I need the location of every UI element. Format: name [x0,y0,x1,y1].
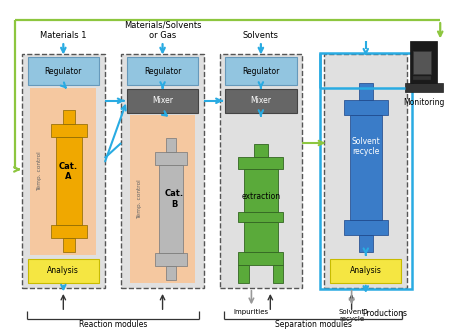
Bar [413,76,431,80]
Bar [358,235,373,252]
Text: extraction: extraction [241,192,281,201]
Bar [219,54,302,288]
Text: Mixer: Mixer [152,96,173,105]
Text: Analysis: Analysis [47,266,79,275]
Bar [244,169,278,212]
Bar [63,238,75,252]
Bar [127,89,198,113]
Text: Solvents: Solvents [243,31,279,40]
Bar [358,83,373,100]
Bar [254,144,268,157]
Text: Monitoring: Monitoring [403,98,444,107]
Bar [30,88,96,256]
Bar [324,54,407,288]
Bar [51,225,87,238]
Bar [238,212,283,222]
Bar [238,264,249,283]
Bar [413,51,431,74]
Bar [22,54,105,288]
Bar [166,265,176,280]
Bar [344,100,388,115]
Bar [244,222,278,252]
Text: Materials 1: Materials 1 [40,31,87,40]
Bar [273,264,283,283]
Bar [127,58,198,85]
Bar [319,53,412,289]
Text: Regulator: Regulator [242,67,280,76]
Text: Cat.
A: Cat. A [58,162,78,181]
Bar [330,259,401,283]
Bar [166,138,176,152]
Text: Mixer: Mixer [250,96,272,105]
Bar [350,115,382,220]
Text: Regulator: Regulator [144,67,181,76]
Text: Separation modules: Separation modules [275,320,352,329]
Bar [405,83,443,92]
Bar [225,89,297,113]
Bar [155,253,187,265]
Bar [238,252,283,264]
Text: Analysis: Analysis [350,266,382,275]
Bar [121,54,204,288]
Bar [130,115,195,283]
Bar [238,157,283,169]
Bar [225,58,297,85]
Bar [344,220,388,235]
Text: Solvent
recycle: Solvent recycle [338,309,365,322]
Text: Productions: Productions [362,309,407,318]
Text: Temp. control: Temp. control [37,152,42,191]
Bar [63,110,75,124]
Bar [159,165,183,253]
Bar [410,41,437,83]
Bar [51,124,87,137]
Text: Impurities: Impurities [234,309,269,315]
Bar [27,259,99,283]
Bar [27,58,99,85]
Text: Reaction modules: Reaction modules [79,320,147,329]
Bar [56,137,82,225]
Text: Regulator: Regulator [45,67,82,76]
Bar [155,152,187,165]
Text: Temp. control: Temp. control [137,179,142,219]
Text: Solvent
recycle: Solvent recycle [351,137,380,156]
Text: Cat.
B: Cat. B [165,189,184,209]
Text: Materials/Solvents
or Gas: Materials/Solvents or Gas [124,20,201,40]
